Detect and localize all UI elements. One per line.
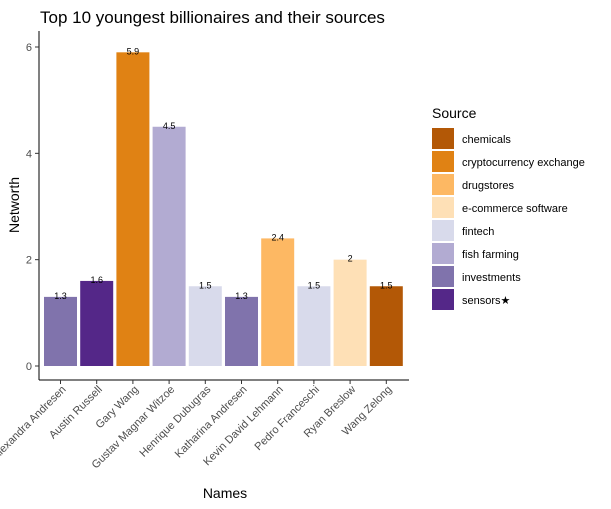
legend-swatch	[432, 289, 454, 310]
y-tick-label: 0	[26, 361, 32, 373]
bar-value-label: 4.5	[163, 121, 176, 131]
bar-value-label: 1.5	[380, 280, 393, 290]
plot-area: 0 2 4 6 1.3 1.6 5.9 4.5 1.5 1.3 2.4 1.5 2 1.5 Alexan…	[0, 31, 409, 471]
bars	[44, 52, 403, 367]
bar	[80, 280, 114, 366]
bar-value-label: 1.5	[199, 280, 212, 290]
bar-value-label: 5.9	[127, 46, 140, 56]
bar	[152, 126, 186, 366]
y-tick-label: 2	[26, 255, 32, 267]
bar-value-label: 2	[348, 254, 353, 264]
y-axis-ticks: 0 2 4 6	[26, 42, 39, 373]
y-tick-label: 4	[26, 148, 32, 160]
y-tick-label: 6	[26, 42, 32, 54]
legend-swatch	[432, 266, 454, 287]
legend-label: investments	[462, 272, 521, 284]
legend-swatch	[432, 174, 454, 195]
legend-label: cryptocurrency exchange	[462, 157, 585, 169]
bar	[116, 52, 150, 367]
bar	[261, 238, 295, 366]
bar-value-label: 1.5	[308, 280, 321, 290]
legend-title: Source	[432, 105, 477, 121]
legend-swatch	[432, 243, 454, 264]
legend-items: chemicals cryptocurrency exchange drugstor…	[432, 128, 585, 310]
data-labels: 1.3 1.6 5.9 4.5 1.5 1.3 2.4 1.5 2 1.5	[54, 46, 392, 301]
legend-swatch	[432, 151, 454, 172]
legend-label: drugstores	[462, 180, 514, 192]
bar-value-label: 1.6	[90, 275, 103, 285]
legend-label: fintech	[462, 226, 494, 238]
bar	[333, 259, 367, 366]
legend-swatch	[432, 128, 454, 149]
bar	[225, 296, 258, 366]
legend-label: sensors★	[462, 295, 511, 307]
bar-value-label: 2.4	[271, 232, 284, 242]
bar	[297, 286, 331, 366]
legend-label: chemicals	[462, 134, 511, 146]
bar	[369, 286, 403, 366]
bar-value-label: 1.3	[235, 291, 248, 301]
legend: Source chemicals cryptocurrency exchange d…	[432, 105, 585, 310]
y-axis-title: Networth	[6, 177, 22, 233]
bar	[188, 286, 222, 366]
bar	[44, 296, 77, 366]
legend-swatch	[432, 197, 454, 218]
legend-swatch	[432, 220, 454, 241]
legend-label: e-commerce software	[462, 203, 568, 215]
chart-title: Top 10 youngest billionaires and their s…	[40, 8, 385, 27]
x-axis-title: Names	[203, 485, 247, 501]
bar-value-label: 1.3	[54, 291, 67, 301]
x-tick-label: Pedro Franceschi	[253, 384, 322, 453]
legend-label: fish farming	[462, 249, 519, 261]
